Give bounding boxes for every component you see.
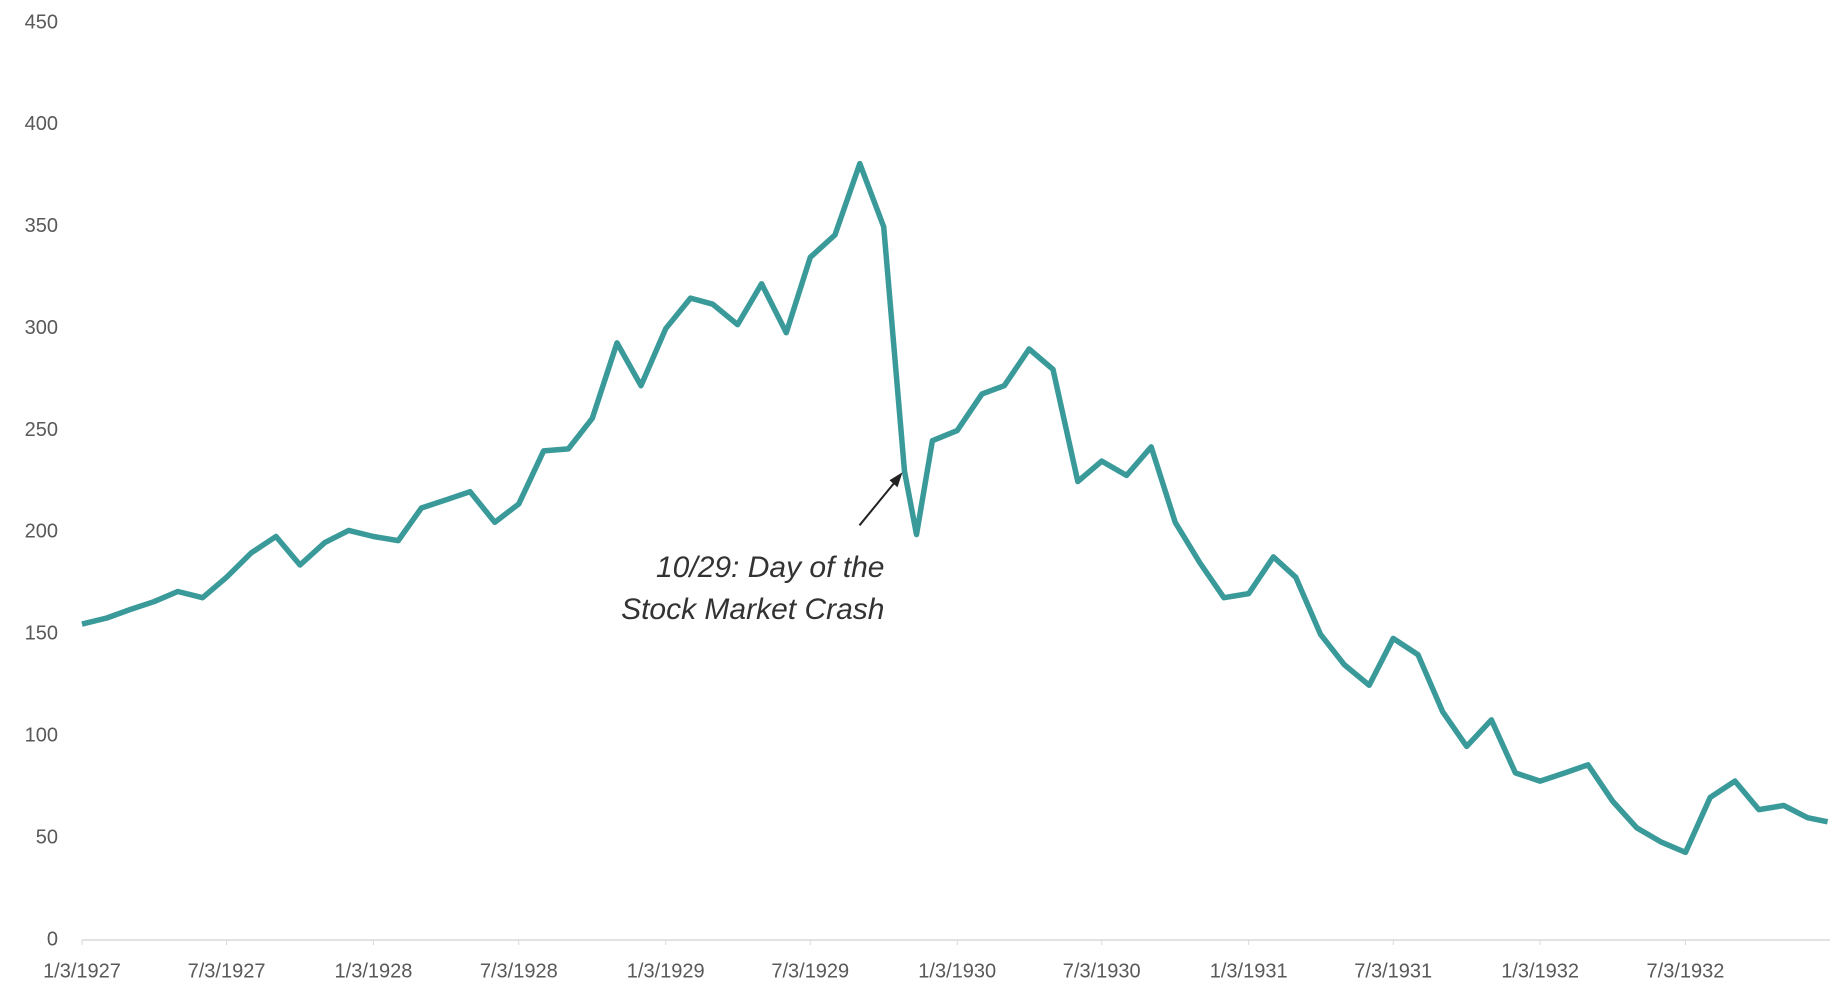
y-tick-label: 50 bbox=[36, 826, 58, 848]
y-tick-label: 300 bbox=[25, 317, 58, 339]
annotation-text: 10/29: Day of the bbox=[656, 551, 885, 584]
x-tick-label: 7/3/1930 bbox=[1063, 960, 1141, 982]
x-tick-label: 1/3/1931 bbox=[1210, 960, 1288, 982]
y-tick-label: 0 bbox=[47, 928, 58, 950]
y-tick-label: 150 bbox=[25, 623, 58, 645]
y-tick-label: 450 bbox=[25, 11, 58, 33]
x-tick-label: 1/3/1928 bbox=[335, 960, 413, 982]
x-tick-label: 1/3/1927 bbox=[43, 960, 121, 982]
y-tick-label: 350 bbox=[25, 215, 58, 237]
y-tick-label: 100 bbox=[25, 725, 58, 747]
annotation-text: Stock Market Crash bbox=[621, 593, 884, 626]
annotation-arrowhead bbox=[889, 472, 903, 488]
x-tick-label: 7/3/1931 bbox=[1354, 960, 1432, 982]
y-tick-label: 200 bbox=[25, 521, 58, 543]
line bbox=[81, 160, 1829, 856]
x-tick-label: 7/3/1928 bbox=[480, 960, 558, 982]
x-tick-label: 1/3/1929 bbox=[627, 960, 705, 982]
x-tick-label: 7/3/1929 bbox=[771, 960, 849, 982]
x-tick-label: 1/3/1930 bbox=[918, 960, 996, 982]
x-tick-label: 7/3/1932 bbox=[1647, 960, 1725, 982]
y-tick-label: 400 bbox=[25, 113, 58, 135]
y-tick-label: 250 bbox=[25, 419, 58, 441]
x-tick-label: 7/3/1927 bbox=[188, 960, 266, 982]
x-tick-label: 1/3/1932 bbox=[1501, 960, 1579, 982]
